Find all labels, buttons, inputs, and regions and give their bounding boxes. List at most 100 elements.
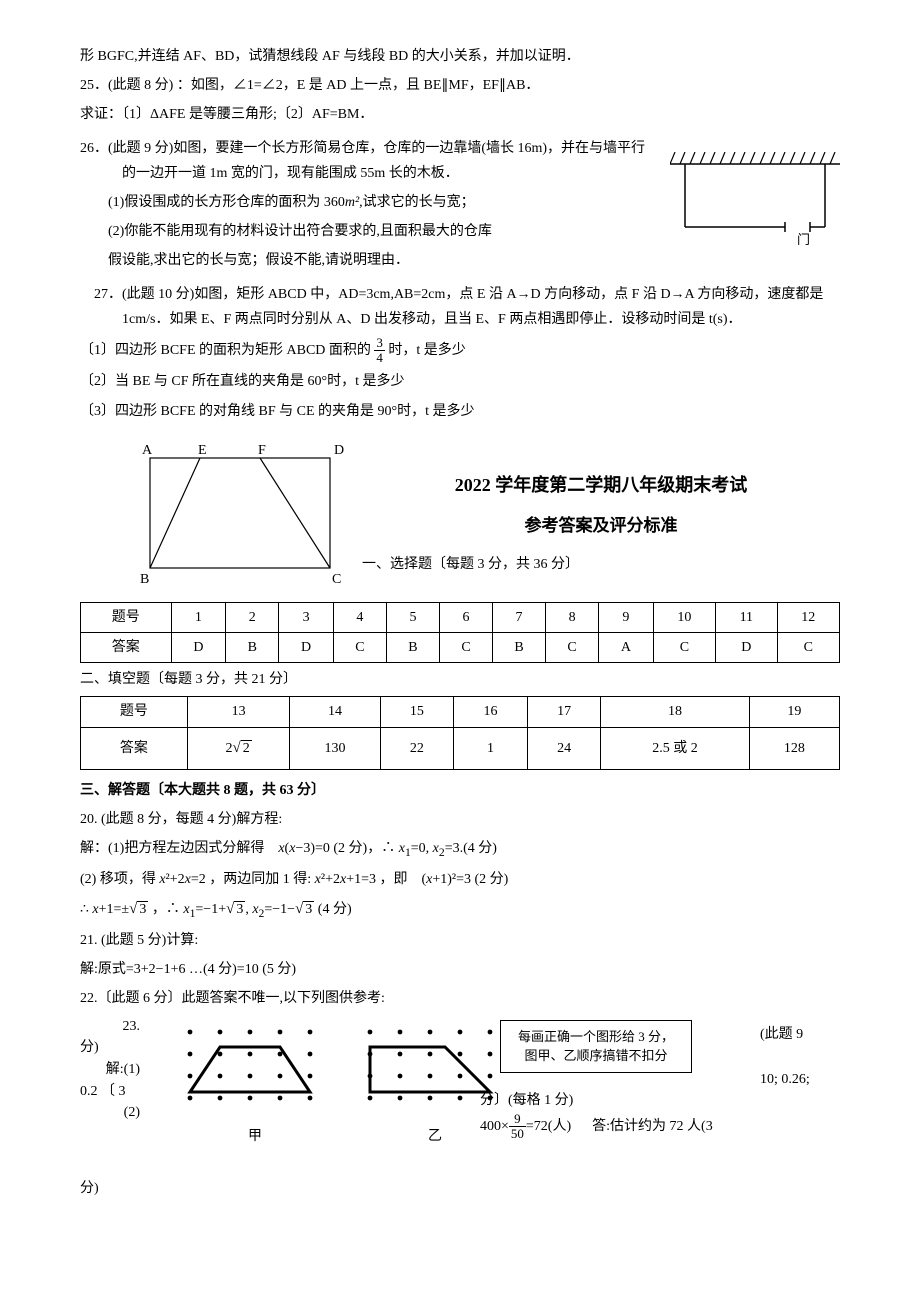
table-row: 答案 2√2 130 22 1 24 2.5 或 2 128 <box>81 727 840 769</box>
q27-1: 〔1〕四边形 BCFE 的面积为矩形 ABCD 面积的 34 时，t 是多少 <box>80 336 840 366</box>
cell: 24 <box>527 727 601 769</box>
q20-2b: ∴ x+1=±√3 ，∴ x1=−1+√3, x2=−1−√3 (4 分) <box>80 896 840 924</box>
grid-fig-jia: 甲 <box>180 1022 330 1149</box>
svg-text:D: D <box>334 443 344 458</box>
svg-text:A: A <box>142 443 153 458</box>
frac-d2: 50 <box>509 1127 526 1141</box>
cell: C <box>333 633 386 663</box>
cell: 5 <box>386 602 439 632</box>
q27-1a: 〔1〕四边形 BCFE 的面积为矩形 ABCD 面积的 <box>80 343 371 358</box>
q21-sol: 解:原式=3+2−1+6 …(4 分)=10 (5 分) <box>80 957 840 982</box>
cell: 17 <box>527 697 601 727</box>
warehouse-figure: 门 <box>670 152 840 247</box>
frag-sol1: 解:(1) <box>80 1059 140 1081</box>
q27-text: 27．(此题 10 分)如图，矩形 ABCD 中，AD=3cm,AB=2cm，点… <box>122 282 840 332</box>
q26-text: 26．(此题 9 分)如图，要建一个长方形简易仓库，仓库的一边靠墙(墙长 16m… <box>122 136 658 186</box>
section3-header: 三、解答题〔本大题共 8 题，共 63 分〕 <box>80 778 840 803</box>
cell: 16 <box>454 697 528 727</box>
cell: 6 <box>439 602 492 632</box>
scoring-box: 每画正确一个图形给 3 分， 图甲、乙顺序搞错不扣分 <box>500 1020 692 1073</box>
frag-per-cell: 分〕(每格 1 分) <box>480 1088 573 1113</box>
frac-9-50: 950 <box>509 1112 526 1142</box>
cell: 9 <box>599 602 654 632</box>
q20-1: 解：(1)把方程左边因式分解得 x(x−3)=0 (2 分)，∴ x1=0, x… <box>80 836 840 863</box>
svg-text:C: C <box>332 572 341 587</box>
box-line-2: 图甲、乙顺序搞错不扣分 <box>511 1046 681 1066</box>
cell: 14 <box>290 697 380 727</box>
frag-02: 0.2 〔 3 <box>80 1081 140 1103</box>
q26-2: (2)你能不能用现有的材料设计出符合要求的,且面积最大的仓库 <box>108 219 658 244</box>
q20: 20. (此题 8 分，每题 4 分)解方程: <box>80 807 840 832</box>
answer-title-1: 2022 学年度第二学期八年级期末考试 <box>362 469 840 501</box>
frac-3-4: 34 <box>374 336 385 366</box>
cell: B <box>386 633 439 663</box>
q20-2a: (2) 移项，得 x²+2x=2 ，两边同加 1 得: x²+2x+1=3 ，即… <box>80 867 840 892</box>
cell: 2.5 或 2 <box>601 727 749 769</box>
rectangle-figure: A E F D B C <box>120 438 350 598</box>
frac-n: 3 <box>374 336 385 351</box>
frac-n2: 9 <box>509 1112 526 1127</box>
cell: B <box>226 633 279 663</box>
q26-1a: (1)假设围成的长方形仓库的面积为 360 <box>108 195 345 210</box>
calc-72: 400×950=72(人) 答:估计约为 72 人(3 <box>480 1112 713 1142</box>
cell: 1 <box>171 602 226 632</box>
table-row: 题号 1 2 3 4 5 6 7 8 9 10 11 12 <box>81 602 840 632</box>
frag-23: 23. <box>80 1016 140 1038</box>
cell: A <box>599 633 654 663</box>
frag-9: (此题 9 <box>760 1022 840 1047</box>
fill-table: 题号 13 14 15 16 17 18 19 答案 2√2 130 22 1 … <box>80 696 840 769</box>
q27-3: 〔3〕四边形 BCFE 的对角线 BF 与 CE 的夹角是 90°时，t 是多少 <box>80 399 840 424</box>
cell: C <box>777 633 839 663</box>
cell: D <box>279 633 334 663</box>
q21: 21. (此题 5 分)计算: <box>80 928 840 953</box>
frag-10-026: 10; 0.26; <box>760 1067 840 1092</box>
cell: 19 <box>749 697 839 727</box>
cell: 10 <box>653 602 715 632</box>
cell: C <box>546 633 599 663</box>
cell: 11 <box>716 602 777 632</box>
cell: 12 <box>777 602 839 632</box>
row-label: 答案 <box>81 633 172 663</box>
calc-prefix: 400× <box>480 1119 509 1134</box>
cell: C <box>439 633 492 663</box>
cell: 128 <box>749 727 839 769</box>
cell: 1 <box>454 727 528 769</box>
cell: D <box>171 633 226 663</box>
cell: 8 <box>546 602 599 632</box>
cell: C <box>653 633 715 663</box>
m2-unit: m² <box>345 195 359 210</box>
cell: 7 <box>493 602 546 632</box>
cell: 3 <box>279 602 334 632</box>
q22: 22.〔此题 6 分〕此题答案不唯一,以下列图供参考: <box>80 986 840 1011</box>
cell: 13 <box>187 697 290 727</box>
choice-table: 题号 1 2 3 4 5 6 7 8 9 10 11 12 答案 D B D C… <box>80 602 840 663</box>
fig-jia-label: 甲 <box>180 1124 330 1149</box>
frac-d: 4 <box>374 351 385 365</box>
frag-fen-final: 分) <box>80 1176 840 1201</box>
q26-2b: 假设能,求出它的长与宽；假设不能,请说明理由． <box>108 248 658 273</box>
q27-2: 〔2〕当 BE 与 CF 所在直线的夹角是 60°时，t 是多少 <box>80 369 840 394</box>
table-row: 题号 13 14 15 16 17 18 19 <box>81 697 840 727</box>
answer-title-2: 参考答案及评分标准 <box>362 511 840 542</box>
cell: 15 <box>380 697 454 727</box>
section1-header: 一、选择题〔每题 3 分，共 36 分〕 <box>362 552 840 577</box>
q25-text: 25．(此题 8 分) ：如图，∠1=∠2，E 是 AD 上一点，且 BE∥MF… <box>80 73 840 98</box>
frag-fen: 分) <box>80 1037 140 1059</box>
section2-header: 二、填空题〔每题 3 分，共 21 分〕 <box>80 667 840 692</box>
cell: 130 <box>290 727 380 769</box>
q27-1b: 时，t 是多少 <box>388 343 465 358</box>
q25-sub: 求证：〔1〕ΔAFE 是等腰三角形;〔2〕AF=BM． <box>80 102 840 127</box>
svg-text:E: E <box>198 443 207 458</box>
cell: 2 <box>226 602 279 632</box>
row-label: 题号 <box>81 697 188 727</box>
row-label: 题号 <box>81 602 172 632</box>
frag-2: (2) <box>80 1102 140 1124</box>
cell: 4 <box>333 602 386 632</box>
box-line-1: 每画正确一个图形给 3 分， <box>511 1027 681 1047</box>
cell: 22 <box>380 727 454 769</box>
svg-text:B: B <box>140 572 149 587</box>
cell: 2√2 <box>187 727 290 769</box>
q26-1b: ,试求它的长与宽； <box>359 195 475 210</box>
cell: B <box>493 633 546 663</box>
calc-suffix: =72(人) <box>526 1119 571 1134</box>
